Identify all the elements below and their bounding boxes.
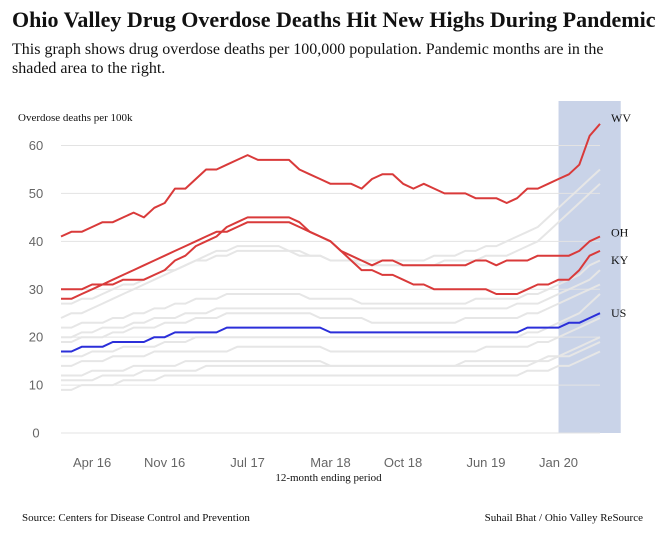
chart-title: Ohio Valley Drug Overdose Deaths Hit New… xyxy=(12,7,656,32)
other-state-line xyxy=(61,341,601,382)
series-line-oh xyxy=(61,216,601,291)
pandemic-shaded-region xyxy=(558,101,621,433)
x-tick-jan-20: Jan 20 xyxy=(539,455,578,470)
series-line-ky xyxy=(61,221,601,300)
credit-note: Suhail Bhat / Ohio Valley ReSource xyxy=(484,512,643,524)
x-tick-oct-18: Oct 18 xyxy=(384,455,422,470)
series-line-us xyxy=(61,312,601,353)
other-state-line xyxy=(61,350,601,391)
x-tick-mar-18: Mar 18 xyxy=(310,455,350,470)
y-tick-20: 20 xyxy=(29,330,43,345)
highlighted-series-lines xyxy=(60,123,601,353)
series-line-wv xyxy=(60,123,601,238)
y-tick-40: 40 xyxy=(29,234,43,249)
chart-subtitle: This graph shows drug overdose deaths pe… xyxy=(12,41,604,77)
series-label-wv: WV xyxy=(611,111,631,125)
y-tick-0: 0 xyxy=(32,426,39,441)
series-label-us: US xyxy=(611,306,626,320)
x-tick-nov-16: Nov 16 xyxy=(144,455,185,470)
y-tick-60: 60 xyxy=(29,138,43,153)
y-tick-30: 30 xyxy=(29,282,43,297)
other-state-line xyxy=(61,259,601,329)
source-note: Source: Centers for Disease Control and … xyxy=(22,512,250,524)
other-state-line xyxy=(61,168,601,305)
y-tick-50: 50 xyxy=(29,186,43,201)
y-tick-10: 10 xyxy=(29,378,43,393)
y-axis-label: Overdose deaths per 100k xyxy=(18,112,133,124)
x-axis-label: 12-month ending period xyxy=(275,472,382,484)
x-tick-labels: Apr 16 Nov 16 Jul 17 Mar 18 Oct 18 Jun 19 Jan … xyxy=(73,455,578,470)
other-states-lines xyxy=(60,168,601,391)
x-tick-apr-16: Apr 16 xyxy=(73,455,111,470)
series-label-ky: KY xyxy=(611,253,629,267)
other-state-line xyxy=(61,283,601,343)
other-state-line xyxy=(61,269,601,339)
other-state-line xyxy=(61,317,601,367)
x-tick-jul-17: Jul 17 xyxy=(230,455,265,470)
other-state-line xyxy=(61,293,601,358)
y-tick-labels: 0 10 20 30 40 50 60 xyxy=(29,138,43,441)
x-tick-jun-19: Jun 19 xyxy=(466,455,505,470)
y-gridlines xyxy=(61,145,600,434)
series-label-oh: OH xyxy=(611,226,629,240)
series-labels: WV OH KY US xyxy=(611,111,631,320)
